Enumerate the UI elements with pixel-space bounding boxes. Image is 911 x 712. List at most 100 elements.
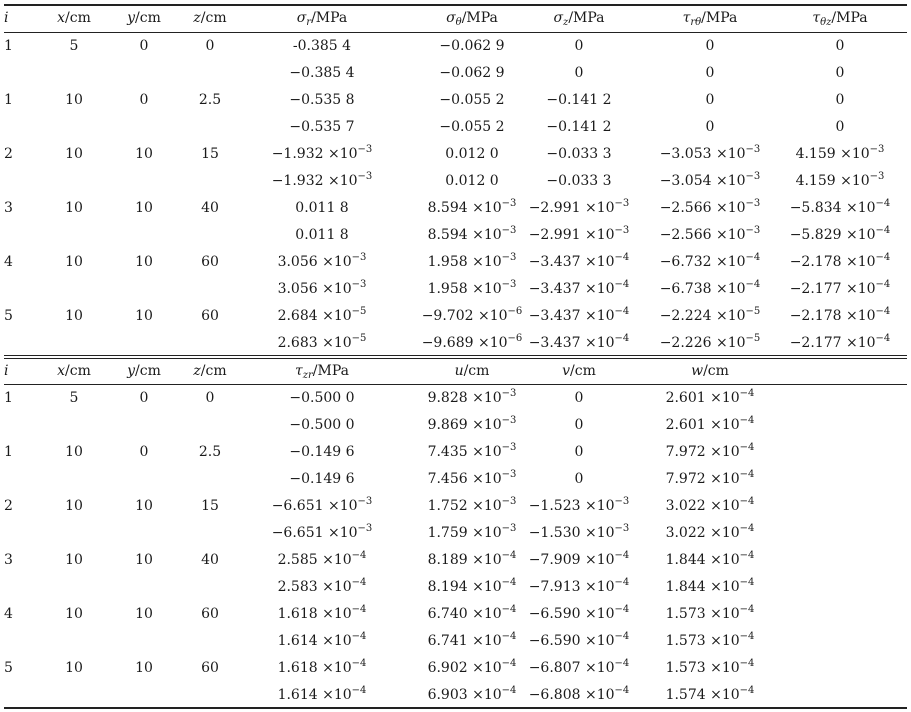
cell-col-i xyxy=(4,276,26,303)
cell-col-y: 10 xyxy=(135,146,153,162)
cell-col-8: −2.566 ×10−3 xyxy=(635,195,785,222)
times-sign: × xyxy=(467,606,484,622)
header-unit: /cm xyxy=(135,363,161,379)
table-row: 3 10 10 40 2.585 ×10−4 8.189 ×10−4 −7.909 ×10−… xyxy=(4,547,907,574)
mantissa: 0 xyxy=(574,65,584,81)
header-col-8: τrθ/MPa xyxy=(635,5,785,32)
cell-col-6: 0.012 0 xyxy=(397,141,547,168)
base-ten: 10 xyxy=(721,633,740,649)
base-ten: 10 xyxy=(721,687,740,703)
header-col-7: v/cm xyxy=(504,358,654,385)
cell-col-i xyxy=(4,628,26,655)
cell-col-7: 0 xyxy=(504,412,654,439)
base-ten: 10 xyxy=(596,525,615,541)
header-unit: /MPa xyxy=(568,10,605,26)
cell-col-5: 2.683 ×10−5 xyxy=(247,330,397,357)
exponent: −3 xyxy=(501,469,517,480)
base-ten: 10 xyxy=(333,308,352,324)
cell-col-7: −3.437 ×10−4 xyxy=(504,276,654,303)
cell-col-6: 7.435 ×10−3 xyxy=(397,439,547,466)
base-ten: 10 xyxy=(483,606,502,622)
exponent: −6 xyxy=(507,306,523,317)
mantissa: 1.618 xyxy=(277,606,318,622)
exponent: −4 xyxy=(739,523,755,534)
header-col-y: y/cm xyxy=(114,5,174,32)
mantissa: -0.385 4 xyxy=(292,38,352,54)
times-sign: × xyxy=(317,687,334,703)
exponent: −4 xyxy=(614,658,630,669)
cell-col-x: 10 xyxy=(65,92,83,108)
cell-col-x: 10 xyxy=(65,444,83,460)
table-row: −0.149 6 7.456 ×10−3 0 7.972 ×10−4 xyxy=(4,466,907,493)
cell-col-i: 4 xyxy=(4,606,13,622)
mantissa: 6.741 xyxy=(427,633,468,649)
base-ten: 10 xyxy=(727,308,746,324)
times-sign: × xyxy=(317,254,334,270)
base-ten: 10 xyxy=(851,173,870,189)
cell-col-i: 3 xyxy=(4,552,13,568)
cell-col-5: −0.535 7 xyxy=(247,114,397,141)
mantissa: −2.566 xyxy=(659,200,712,216)
cell-col-8: −2.224 ×10−5 xyxy=(635,303,785,330)
cell-col-x xyxy=(44,330,104,357)
cell-col-y: 0 xyxy=(139,390,149,406)
exponent: −4 xyxy=(614,279,630,290)
base-ten: 10 xyxy=(339,525,358,541)
cell-col-z: 60 xyxy=(201,254,219,270)
base-ten: 10 xyxy=(333,687,352,703)
header-symbol: y xyxy=(127,363,136,379)
header-unit: /MPa xyxy=(701,10,738,26)
base-ten: 10 xyxy=(483,498,502,514)
base-ten: 10 xyxy=(721,444,740,460)
cell-col-z: 2.5 xyxy=(198,444,222,460)
cell-col-i xyxy=(4,114,26,141)
mantissa: 1.573 xyxy=(665,660,706,676)
cell-col-x xyxy=(44,114,104,141)
mantissa: 3.056 xyxy=(277,254,318,270)
base-ten: 10 xyxy=(596,633,615,649)
cell-col-5: −0.500 0 xyxy=(247,412,397,439)
header-col-i: i xyxy=(4,358,26,385)
cell-col-7: −1.530 ×10−3 xyxy=(504,520,654,547)
cell-col-y: 0 xyxy=(139,38,149,54)
exponent: −4 xyxy=(739,415,755,426)
cell-col-7: 0 xyxy=(504,439,654,466)
times-sign: × xyxy=(317,633,334,649)
cell-col-9: 4.159 ×10−3 xyxy=(770,168,910,195)
mantissa: −0.033 3 xyxy=(546,146,612,162)
disp-header-row: i x/cm y/cm z/cm τzr/MPa u/cm v/cm w/cm xyxy=(4,358,907,385)
mantissa: 7.972 xyxy=(665,471,706,487)
times-sign: × xyxy=(580,281,597,297)
table-row: −0.535 7 −0.055 2 −0.141 2 0 0 xyxy=(4,114,907,141)
cell-col-7: −0.033 3 xyxy=(504,141,654,168)
exponent: −3 xyxy=(745,225,761,236)
cell-col-8: 1.574 ×10−4 xyxy=(635,682,785,709)
cell-col-z: 40 xyxy=(201,200,219,216)
header-symbol: x xyxy=(57,363,66,379)
mantissa: −1.932 xyxy=(271,146,324,162)
exponent: −4 xyxy=(875,225,891,236)
table-row: 5 10 10 60 1.618 ×10−4 6.902 ×10−4 −6.807 ×10−… xyxy=(4,655,907,682)
mantissa: −6.738 xyxy=(659,281,712,297)
base-ten: 10 xyxy=(596,660,615,676)
cell-col-y xyxy=(114,466,174,493)
mantissa: −2.224 xyxy=(659,308,712,324)
header-unit: /cm xyxy=(65,10,91,26)
header-symbol: u xyxy=(454,363,464,379)
cell-col-i: 1 xyxy=(4,92,13,108)
mantissa: 4.159 xyxy=(795,173,836,189)
mantissa: −3.437 xyxy=(528,308,581,324)
mantissa: −6.808 xyxy=(528,687,581,703)
base-ten: 10 xyxy=(721,417,740,433)
times-sign: × xyxy=(317,308,334,324)
table-row: 1.614 ×10−4 6.741 ×10−4 −6.590 ×10−4 1.573 … xyxy=(4,628,907,655)
base-ten: 10 xyxy=(727,173,746,189)
times-sign: × xyxy=(467,200,484,216)
cell-col-6: 8.194 ×10−4 xyxy=(397,574,547,601)
exponent: −3 xyxy=(501,252,517,263)
mantissa: 0 xyxy=(705,119,715,135)
header-rule xyxy=(4,32,907,33)
table-row: 4 10 10 60 1.618 ×10−4 6.740 ×10−4 −6.590 ×10−… xyxy=(4,601,907,628)
cell-col-x: 10 xyxy=(65,498,83,514)
mantissa: 8.189 xyxy=(427,552,468,568)
